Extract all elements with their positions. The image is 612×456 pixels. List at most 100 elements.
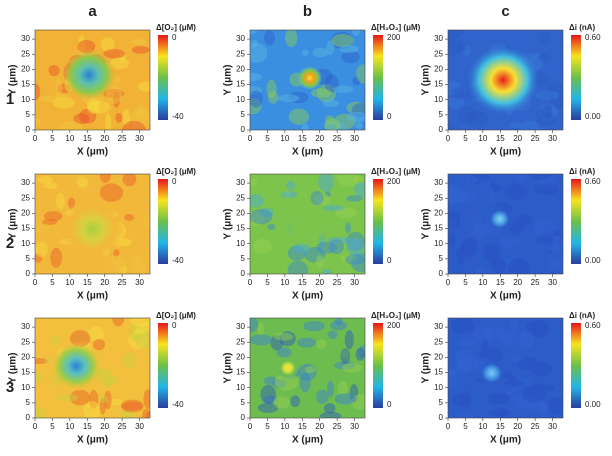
heatmap-texture (104, 369, 112, 389)
y-axis-label: Y (μm) (8, 209, 19, 240)
heatmap-texture (55, 92, 69, 100)
panel: 00 5 5 10 10 15 15 20 20 25 25 30 30 X (μm) Y (μm) Δi (… (421, 311, 601, 446)
heatmap-texture (35, 226, 51, 233)
heatmap (250, 174, 365, 274)
x-axis-label: X (μm) (292, 435, 323, 446)
y-axis-label: Y (μm) (421, 209, 432, 240)
y-tick-label: 5 (26, 110, 31, 119)
heatmap-texture (535, 90, 560, 101)
colorbar-title: Δ[H₂O₂] (μM) (371, 167, 421, 176)
heatmap-texture (354, 181, 365, 197)
heatmap-texture (456, 412, 476, 418)
heatmap-texture (334, 361, 356, 370)
y-tick-label: 15 (21, 368, 30, 377)
y-tick-label: 10 (236, 239, 245, 248)
row-label: 3 (6, 379, 14, 396)
heatmap-texture (250, 178, 258, 186)
heatmap-texture (277, 94, 300, 103)
x-tick-label: 0 (248, 134, 253, 143)
heatmap-texture (322, 99, 340, 108)
heatmap-texture (337, 380, 349, 397)
x-tick-label: 0 (33, 134, 38, 143)
heatmap-texture (284, 190, 291, 199)
heatmap-texture (320, 411, 342, 418)
heatmap-texture (541, 402, 550, 413)
heatmap (35, 318, 150, 418)
heatmap-texture (456, 246, 465, 266)
heatmap-texture (352, 175, 364, 185)
heatmap-texture (448, 121, 455, 130)
y-tick-label: 0 (439, 269, 444, 278)
heatmap-texture (450, 318, 475, 334)
heatmap-texture (267, 223, 276, 231)
y-tick-label: 25 (434, 193, 443, 202)
y-tick-label: 0 (26, 413, 31, 422)
x-tick-label: 10 (280, 278, 289, 287)
heatmap-texture (480, 183, 502, 193)
plot-frame (34, 317, 151, 419)
x-tick-label: 10 (280, 422, 289, 431)
heatmap-texture (448, 234, 456, 247)
heatmap-texture (303, 321, 325, 332)
heatmap-texture (316, 339, 327, 350)
y-tick-label: 15 (236, 80, 245, 89)
heatmap-texture (35, 241, 48, 258)
x-axis-label: X (μm) (77, 147, 108, 158)
y-tick-label: 0 (241, 413, 246, 422)
heatmap-texture (333, 85, 354, 94)
x-axis-label: X (μm) (490, 435, 521, 446)
heatmap-texture (115, 112, 123, 123)
heatmap-bg (250, 318, 365, 418)
x-tick-label: 25 (118, 422, 127, 431)
heatmap-texture (504, 183, 527, 200)
y-tick-label: 10 (434, 95, 443, 104)
row-label: 2 (6, 235, 14, 252)
heatmap-texture (122, 174, 137, 187)
heatmap-texture (458, 338, 477, 347)
heatmap-texture (297, 337, 316, 348)
heatmap-texture (119, 52, 126, 63)
y-axis-label: Y (μm) (421, 353, 432, 384)
heatmap-texture (250, 39, 258, 48)
y-axis-label: Y (μm) (421, 65, 432, 96)
heatmap-texture (55, 393, 79, 402)
colorbar (571, 323, 581, 408)
heatmap-texture (106, 398, 125, 406)
y-tick-label: 30 (434, 178, 443, 187)
heatmap-texture (257, 322, 265, 337)
heatmap-texture (356, 64, 365, 84)
heatmap-texture (539, 177, 556, 190)
plot-frame (34, 173, 151, 275)
heatmap-texture (322, 204, 345, 212)
y-tick-label: 30 (21, 322, 30, 331)
heatmap-texture (454, 349, 474, 369)
y-tick-label: 10 (21, 383, 30, 392)
x-tick-label: 20 (315, 134, 324, 143)
heatmap-texture (143, 389, 150, 409)
x-tick-label: 20 (100, 278, 109, 287)
heatmap-texture (273, 396, 291, 409)
colorbar (373, 35, 383, 120)
heatmap-texture (534, 183, 559, 196)
heatmap-texture (533, 384, 555, 391)
heatmap-texture (451, 366, 469, 375)
heatmap (250, 30, 365, 130)
heatmap-texture (316, 241, 338, 254)
y-tick-label: 20 (434, 65, 443, 74)
heatmap-texture (268, 91, 279, 104)
heatmap-texture (468, 174, 490, 185)
heatmap-spot (276, 357, 300, 379)
x-tick-label: 15 (298, 134, 307, 143)
y-tick-label: 20 (434, 209, 443, 218)
heatmap-texture (290, 395, 301, 408)
heatmap-texture (448, 38, 462, 56)
x-tick-label: 0 (33, 278, 38, 287)
heatmap-texture (113, 249, 120, 257)
heatmap-texture (451, 393, 470, 407)
heatmap-texture (448, 80, 461, 96)
heatmap-texture (316, 389, 329, 404)
x-tick-label: 25 (333, 278, 342, 287)
heatmap-texture (128, 323, 144, 342)
